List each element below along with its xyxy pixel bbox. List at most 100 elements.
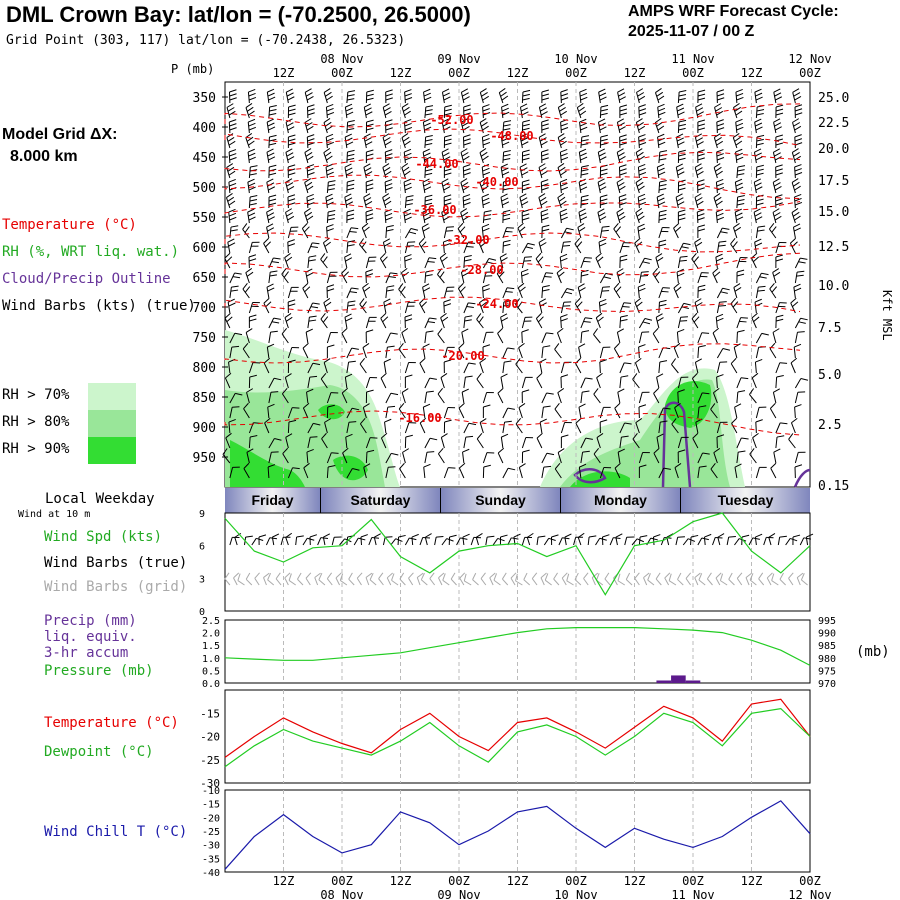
xs-barb [775,376,778,389]
xs-barb-flag [348,300,356,303]
xs-barb-flag [618,126,626,131]
xs-barb-flag [791,417,798,424]
xs-barb-flag [773,182,781,187]
xs-barb-flag [286,92,294,97]
xs-barb-flag [797,270,805,273]
xs-barb [266,152,270,164]
xs-barb-flag [761,332,769,336]
xs-barb-flag [678,449,686,453]
xs-barb [346,347,353,359]
xs-barb-flag [736,269,745,273]
xs-barb-flag [515,418,522,425]
xs-barb [716,362,721,374]
xs-barb-flag [716,119,724,123]
true-barb [251,538,257,546]
xs-barb-flag [731,417,738,424]
xs-barb [460,182,465,194]
xs-barb-flag [424,202,433,206]
xs-barb-flag [445,230,454,232]
grid-barb-flag [463,573,467,582]
bottom-date-label: 11 Nov [671,888,714,900]
xs-barb-flag [269,274,277,277]
xs-barb-flag [345,197,353,202]
xs-barb-flag [346,213,355,217]
xs-barb-flag [306,185,314,191]
true-barb [638,536,641,546]
xs-barb-flag [384,140,392,146]
grid-barb [634,578,640,586]
pressure-unit-label: (mb) [856,644,890,660]
xs-barb [712,272,718,284]
true-barb-flag [564,533,572,538]
xs-barb [305,272,309,284]
bottom-time-label: 00Z [565,874,587,888]
xs-barb-flag [773,88,781,93]
xs-barb-flag [326,284,335,288]
xs-barb [301,228,309,239]
xs-barb-flag [775,194,783,198]
xs-barb [424,452,428,464]
xs-barb-flag [624,362,632,365]
xs-barb-flag [560,314,568,318]
xs-barb-flag [790,357,798,364]
true-barb-flag [548,537,556,542]
xs-barb-flag [503,179,511,183]
xs-barb-flag [346,171,354,176]
xs-barb [424,317,430,329]
xs-barb-flag [482,104,490,108]
xs-barb-flag [756,109,765,112]
xs-barb [481,227,484,239]
xs-barb-flag [345,107,353,112]
xs-barb-flag [463,138,471,142]
xs-barb-flag [441,208,449,213]
xs-barb-flag [283,271,289,278]
xs-barb [227,242,231,254]
xs-barb [794,452,799,464]
grid-barb [245,578,253,586]
grid-barb [416,577,421,586]
grid-barb-flag [480,572,486,579]
xs-barb-flag [226,316,233,323]
xs-barb-flag [599,186,607,191]
xs-barb-flag [736,186,744,191]
xs-barb-flag [426,330,434,333]
true-barb-flag [398,534,406,538]
xs-barb-flag [800,377,809,381]
height-tick-label: 12.5 [818,240,849,255]
xs-barb-flag [402,136,410,142]
xs-barb [346,422,350,434]
grid-barb [288,580,296,586]
xs-barb-flag [460,148,468,153]
xs-barb [229,407,233,419]
xs-barb [598,301,601,314]
cloud-outline-a [573,468,607,484]
xs-barb-flag [774,92,782,97]
xs-barb-flag [502,201,510,206]
xs-barb-flag [399,462,405,470]
xs-barb-flag [463,198,471,202]
xs-barb-flag [366,89,374,93]
xs-barb-flag [771,286,778,293]
xs-barb [287,467,293,479]
xs-barb [638,318,646,329]
xs-barb-flag [386,285,395,288]
xs-barb-flag [465,435,474,438]
xs-barb [263,243,270,254]
grid-barb-flag [288,573,292,581]
xs-barb-flag [323,358,331,363]
xs-barb [437,453,445,464]
xs-barb-flag [541,97,550,101]
top-time-label: 12Z [741,66,763,80]
true-barb [777,537,781,546]
xs-barb-flag [730,357,737,364]
xs-barb-flag [423,122,431,127]
xs-barb-flag [285,433,293,438]
xs-barb-flag [719,301,727,303]
xs-barb [478,242,484,254]
xs-barb-flag [404,118,412,123]
xs-barb [675,137,679,149]
true-barb [785,538,791,546]
xs-barb-flag [660,420,668,423]
grid-barb-flag [356,572,363,579]
xs-barb-flag [502,141,510,146]
